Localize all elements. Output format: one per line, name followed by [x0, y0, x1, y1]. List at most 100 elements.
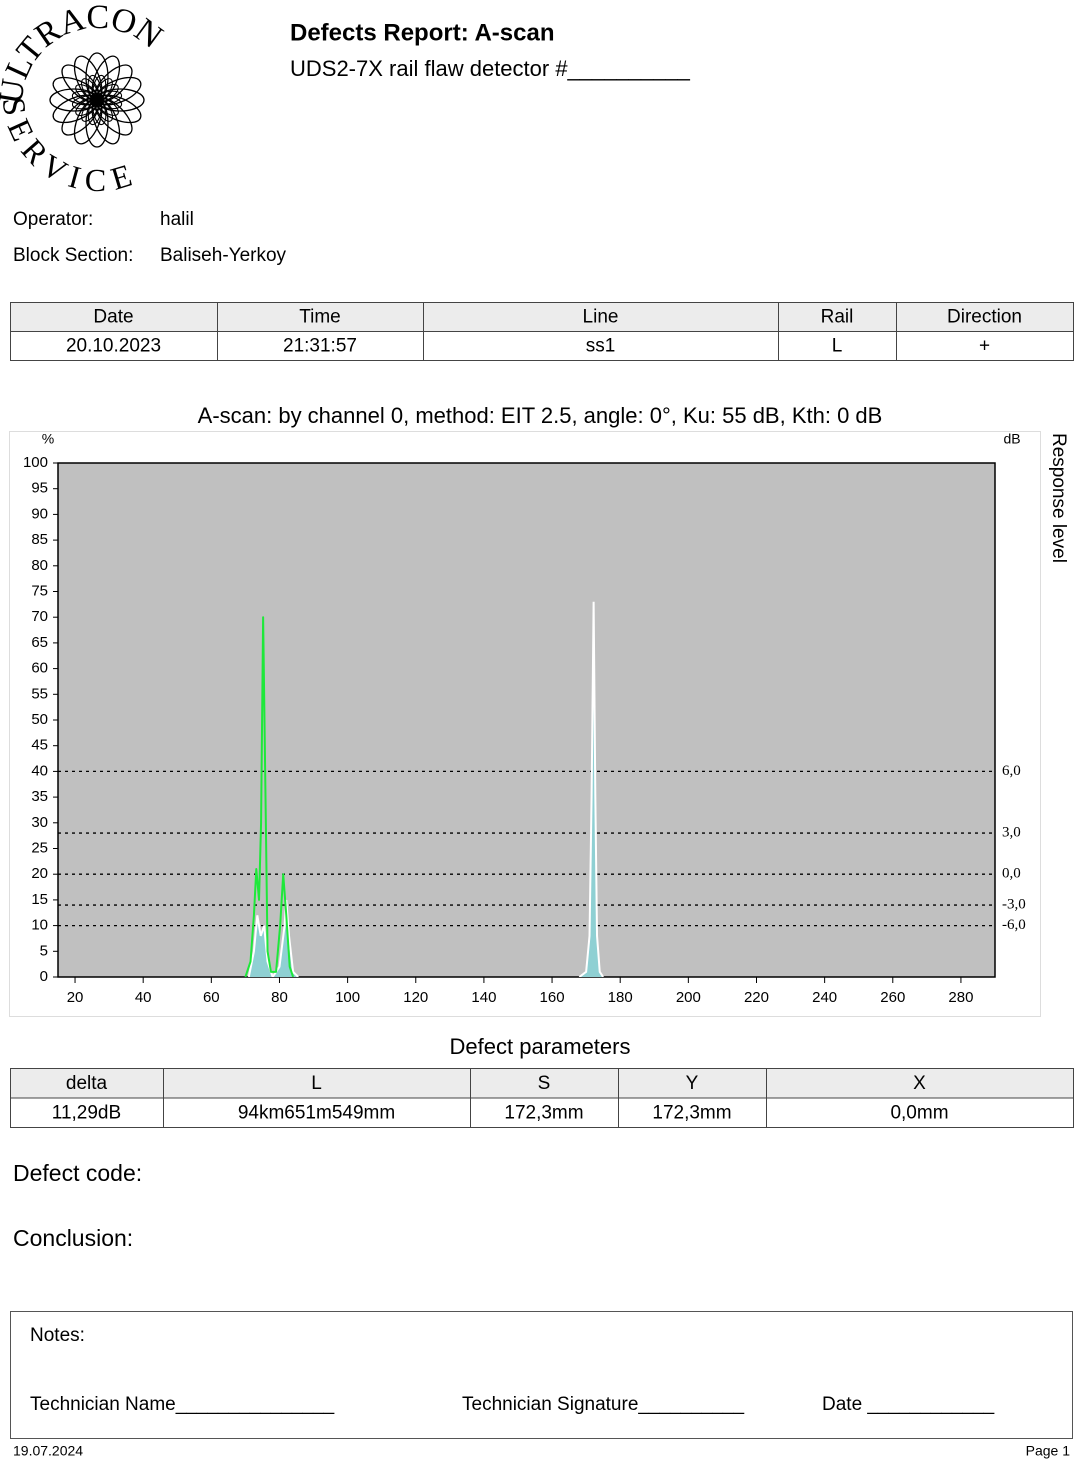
chart-title: A-scan: by channel 0, method: EIT 2.5, a…: [198, 403, 883, 428]
y-tick-label: 65: [31, 634, 48, 651]
conclusion: Conclusion:: [13, 1225, 133, 1251]
x-tick-label: 120: [403, 989, 428, 1006]
header-cell: [778, 302, 897, 332]
x-tick-label: 180: [608, 989, 633, 1006]
technician-name: Technician Name_______________: [30, 1394, 335, 1415]
y-tick-label: 40: [31, 762, 48, 779]
y-tick-label: 45: [31, 737, 48, 754]
x-tick-label: 100: [335, 989, 360, 1006]
threshold-label: -3,0: [1002, 896, 1026, 912]
info-label: Operator:: [13, 209, 93, 230]
header-text: Y: [686, 1073, 699, 1094]
cell-text: ss1: [586, 336, 616, 357]
y-tick-label: 35: [31, 788, 48, 805]
cell-text: 20.10.2023: [66, 336, 161, 357]
threshold-label: 3,0: [1002, 825, 1021, 841]
y-tick-label: 25: [31, 839, 48, 856]
cell-text: 172,3mm: [504, 1102, 583, 1123]
info-value: halil: [160, 209, 194, 230]
notes-box: [10, 1311, 1073, 1439]
cell: [423, 331, 779, 361]
info-value: Baliseh-Yerkoy: [160, 245, 287, 266]
x-tick-label: 260: [880, 989, 905, 1006]
cell: [778, 331, 897, 361]
series-line: [244, 616, 295, 977]
cell: [10, 331, 218, 361]
x-tick-label: 220: [744, 989, 769, 1006]
cell-text: 94km651m549mm: [238, 1102, 395, 1123]
threshold-label: 6,0: [1002, 763, 1021, 779]
header-text: Line: [583, 307, 619, 328]
notes-date: Date ____________: [822, 1394, 995, 1415]
y-tick-label: 55: [31, 685, 48, 702]
y-tick-label: 5: [40, 942, 48, 959]
defect-title: Defect parameters: [450, 1034, 631, 1059]
y-unit: %: [42, 431, 54, 447]
cell: [10, 1097, 164, 1128]
y-tick-label: 75: [31, 582, 48, 599]
y-tick-label: 50: [31, 711, 48, 728]
cell: [163, 1097, 471, 1128]
y2-unit: dB: [1003, 431, 1020, 447]
cell: [896, 331, 1074, 361]
notes-label: Notes:: [30, 1325, 85, 1346]
cell: [470, 1097, 619, 1128]
header-cell: [766, 1068, 1074, 1099]
header-cell: [618, 1068, 767, 1099]
x-tick-label: 20: [67, 989, 84, 1006]
threshold-label: -6,0: [1002, 917, 1026, 933]
area-line: [247, 601, 604, 977]
y-tick-label: 85: [31, 531, 48, 548]
header-cell: [470, 1068, 619, 1099]
logo-center: [91, 94, 103, 106]
y-tick-label: 15: [31, 891, 48, 908]
y-tick-label: 10: [31, 917, 48, 934]
header-text: delta: [66, 1073, 108, 1094]
cell: [766, 1097, 1074, 1128]
header-cell: [10, 1068, 164, 1099]
header-text: L: [311, 1073, 322, 1094]
area-fill: [248, 601, 604, 977]
info-label: Block Section:: [13, 245, 133, 266]
header-text: Direction: [947, 307, 1022, 328]
title: Defects Report: A-scan: [290, 19, 555, 46]
header-text: Rail: [821, 307, 854, 328]
cell-text: 0,0mm: [890, 1102, 948, 1123]
y-tick-label: 80: [31, 557, 48, 574]
y-tick-label: 0: [40, 968, 48, 985]
x-tick-label: 140: [471, 989, 496, 1006]
x-tick-label: 80: [271, 989, 288, 1006]
technician-signature: Technician Signature__________: [462, 1394, 744, 1415]
cell-text: 21:31:57: [283, 336, 357, 357]
plot-area: [57, 462, 996, 978]
header-text: S: [538, 1073, 551, 1094]
y-tick-label: 30: [31, 814, 48, 831]
x-tick-label: 60: [203, 989, 220, 1006]
header-text: X: [913, 1073, 926, 1094]
y-tick-label: 100: [23, 454, 48, 471]
x-tick-label: 160: [540, 989, 565, 1006]
subtitle: UDS2-7X rail flaw detector #__________: [290, 56, 691, 81]
header-text: Date: [93, 307, 133, 328]
y-tick-label: 70: [31, 608, 48, 625]
cell-text: 172,3mm: [652, 1102, 731, 1123]
y2-label: Response level: [1048, 433, 1069, 563]
y-tick-label: 90: [31, 505, 48, 522]
footer-date: 19.07.2024: [13, 1443, 83, 1459]
y-tick-label: 60: [31, 660, 48, 677]
y-tick-label: 95: [31, 480, 48, 497]
header-cell: [10, 302, 218, 332]
x-tick-label: 240: [812, 989, 837, 1006]
threshold-label: 0,0: [1002, 866, 1021, 882]
x-tick-label: 280: [948, 989, 973, 1006]
header-cell: [896, 302, 1074, 332]
chart-frame: [9, 431, 1041, 1017]
logo: ULTRACON SERVICE: [0, 0, 169, 198]
header-cell: [423, 302, 779, 332]
defect-code: Defect code:: [13, 1160, 142, 1186]
header-cell: [163, 1068, 471, 1099]
x-tick-label: 200: [676, 989, 701, 1006]
cell: [217, 331, 424, 361]
